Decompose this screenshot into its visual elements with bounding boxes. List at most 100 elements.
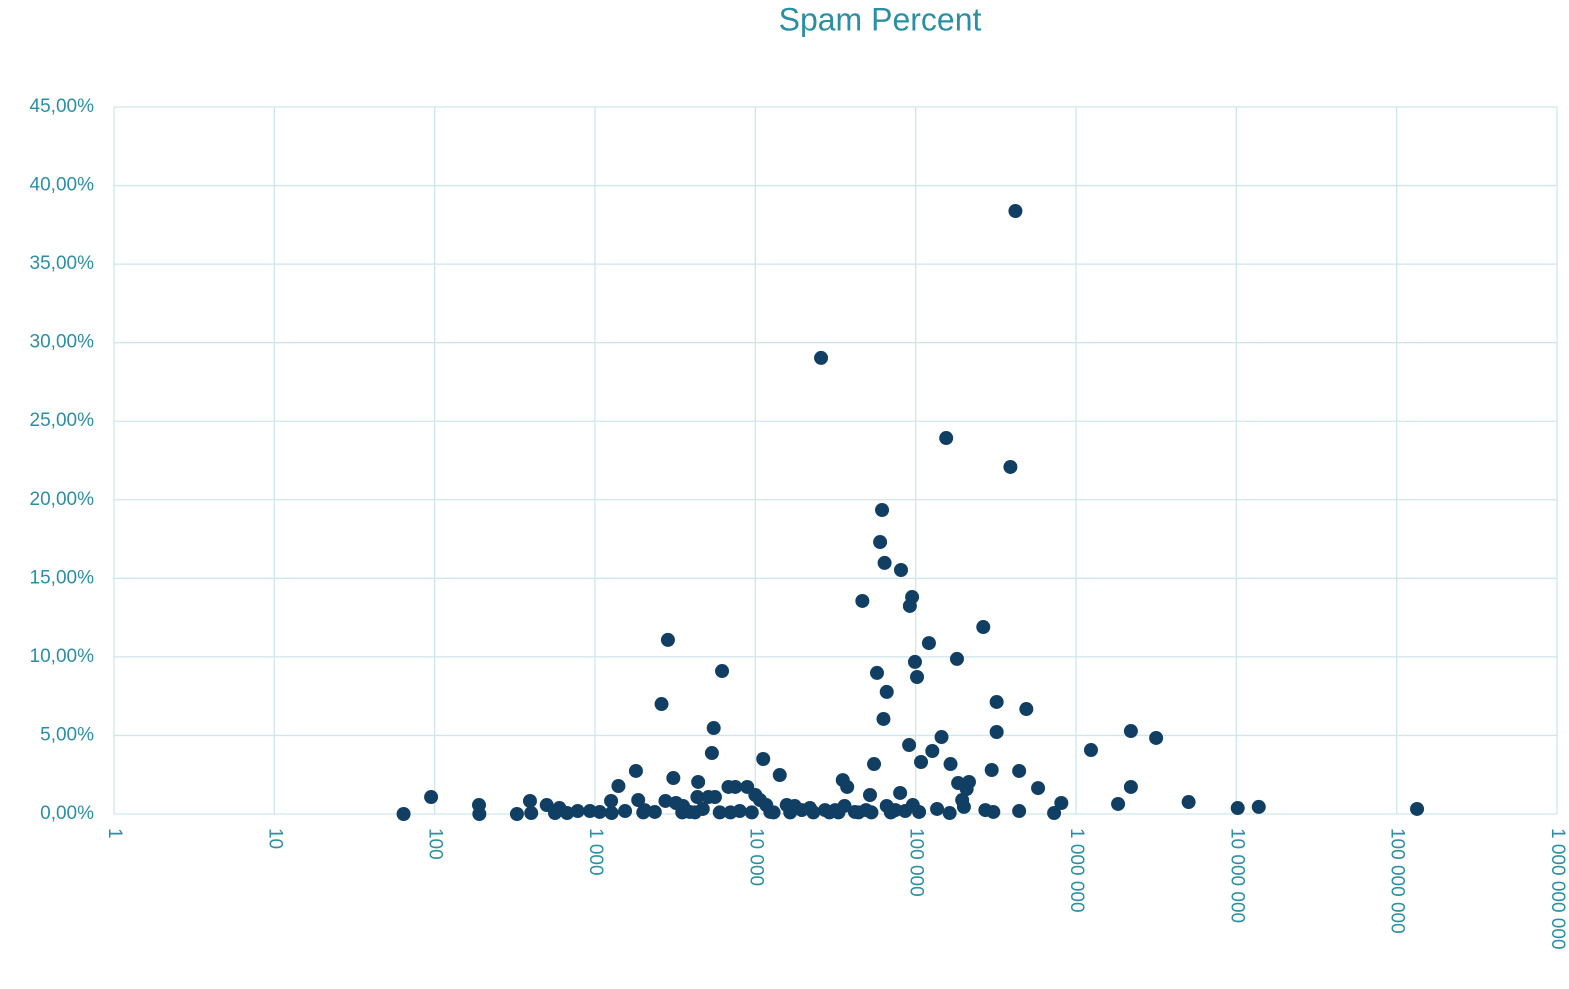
point [715, 664, 730, 679]
point [912, 804, 927, 819]
x-tick-label: 100 000 000 [1387, 828, 1408, 934]
point [873, 535, 888, 550]
point [766, 805, 781, 820]
y-tick-label: 10,00% [30, 646, 95, 667]
y-tick-label: 0,00% [40, 803, 94, 824]
point [806, 805, 821, 820]
point [728, 779, 743, 794]
point [1410, 801, 1425, 816]
point [636, 805, 651, 820]
point [396, 807, 411, 821]
point [666, 771, 681, 786]
point [472, 807, 487, 821]
point [883, 805, 898, 820]
point [1111, 796, 1126, 811]
point [712, 805, 727, 820]
point [949, 651, 964, 666]
point [1054, 796, 1069, 811]
x-tick-label: 1 000 000 000 [1547, 828, 1568, 950]
point [1008, 204, 1023, 219]
point [704, 746, 719, 761]
point [840, 779, 855, 794]
point [961, 774, 976, 789]
point [893, 785, 908, 800]
point [570, 804, 585, 819]
point [905, 590, 920, 605]
point [939, 431, 954, 446]
point [910, 669, 925, 684]
x-tick-label: 1 [104, 828, 125, 839]
point [879, 684, 894, 699]
x-tick-label: 10 000 [745, 828, 766, 886]
x-tick-label: 1 000 [585, 828, 606, 876]
point [902, 738, 917, 753]
point [855, 593, 870, 608]
point [524, 806, 539, 821]
y-tick-label: 35,00% [30, 253, 95, 274]
point [783, 805, 798, 820]
y-tick-label: 25,00% [30, 410, 95, 431]
point [628, 763, 643, 778]
point [1019, 702, 1034, 717]
point [618, 804, 633, 819]
point [877, 555, 892, 570]
point [1047, 806, 1062, 821]
x-tick-label: 1 000 000 [1066, 828, 1087, 913]
point [921, 636, 936, 651]
y-tick-label: 15,00% [30, 567, 95, 588]
point [986, 804, 1001, 819]
point [851, 805, 866, 820]
point [675, 805, 690, 820]
x-tick-label: 10 [264, 828, 285, 849]
y-tick-label: 20,00% [30, 489, 95, 510]
point [658, 793, 673, 808]
point [1181, 795, 1196, 810]
point [522, 793, 537, 808]
y-tick-label: 5,00% [40, 724, 94, 745]
point [756, 752, 771, 767]
point [690, 790, 705, 805]
point [647, 804, 662, 819]
point [989, 724, 1004, 739]
point [707, 790, 722, 805]
point [660, 632, 675, 647]
point [831, 805, 846, 820]
point [654, 697, 669, 712]
point [687, 805, 702, 820]
point [1251, 799, 1266, 814]
y-tick-label: 40,00% [30, 175, 95, 196]
point [930, 801, 945, 816]
point [744, 805, 759, 820]
point [1003, 459, 1018, 474]
point [925, 743, 940, 758]
point [942, 806, 957, 821]
point [424, 790, 439, 805]
point [604, 806, 619, 821]
point [592, 804, 607, 819]
point [509, 807, 524, 821]
point [1123, 779, 1138, 794]
point [1123, 724, 1138, 739]
point [631, 793, 646, 808]
point [943, 757, 958, 772]
point [862, 787, 877, 802]
x-tick-label: 100 [425, 828, 446, 860]
point [611, 779, 626, 794]
chart-title: Spam Percent [779, 1, 982, 37]
point [893, 563, 908, 578]
point [870, 665, 885, 680]
point [875, 502, 890, 517]
point [867, 757, 882, 772]
point [1031, 781, 1046, 796]
point [604, 793, 619, 808]
x-tick-label: 100 000 [906, 828, 927, 897]
point [1230, 801, 1245, 816]
point [1012, 763, 1027, 778]
point [1083, 743, 1098, 758]
point [1149, 730, 1164, 745]
point [723, 805, 738, 820]
point [706, 721, 721, 736]
point [907, 654, 922, 669]
point [560, 806, 575, 821]
